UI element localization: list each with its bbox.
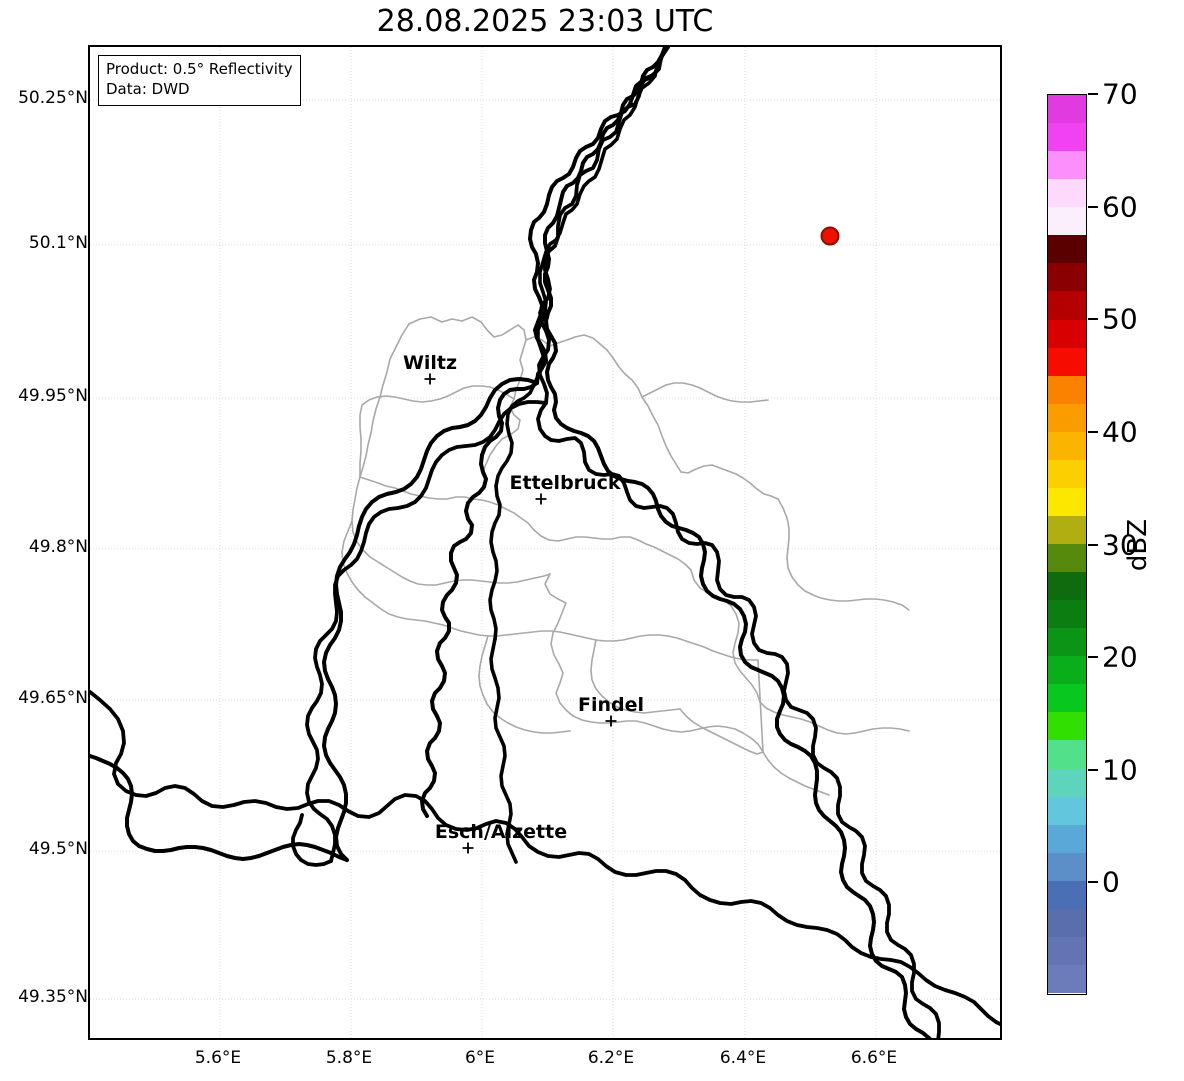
colorbar-band: [1048, 515, 1086, 544]
city-marker-esch-alzette: [462, 842, 474, 854]
map-borders: [90, 690, 1000, 1027]
colorbar-tick-label: 60: [1102, 190, 1138, 224]
radar-echo-cell: [820, 226, 840, 246]
city-label-findel: Findel: [577, 694, 645, 716]
map-canvas[interactable]: Product: 0.5° Reflectivity Data: DWD: [88, 45, 1002, 1040]
page-title: 28.08.2025 23:03 UTC: [376, 4, 714, 39]
colorbar-band: [1048, 347, 1086, 376]
colorbar[interactable]: [1047, 94, 1087, 995]
colorbar-tick: [1088, 93, 1098, 95]
colorbar-band: [1048, 628, 1086, 657]
colorbar-tick: [1088, 881, 1098, 884]
colorbar-band: [1048, 600, 1086, 629]
colorbar-band: [1048, 459, 1086, 488]
lat-label-49-5: 49.5°N: [28, 839, 88, 859]
lon-label-5-8: 5.8°E: [325, 1048, 373, 1068]
colorbar-tick-label: 20: [1102, 640, 1138, 674]
city-marker-ettelbruck: [535, 493, 547, 505]
colorbar-tick: [1088, 656, 1098, 659]
colorbar-tick: [1088, 318, 1098, 321]
lat-label-49-65: 49.65°N: [18, 688, 88, 708]
colorbar-tick: [1088, 543, 1098, 546]
colorbar-band: [1048, 880, 1086, 909]
city-marker-wiltz: [424, 373, 436, 385]
colorbar-band: [1048, 487, 1086, 516]
colorbar-tick-label: 70: [1102, 77, 1138, 111]
colorbar-band: [1048, 403, 1086, 432]
city-label-ettelbruck: Ettelbruck: [509, 472, 621, 494]
colorbar-tick: [1088, 205, 1098, 208]
country-borders: [488, 47, 667, 864]
lon-label-6-6: 6.6°E: [850, 1048, 898, 1068]
colorbar-band: [1048, 684, 1086, 713]
colorbar-tick: [1088, 430, 1098, 433]
traced-borders: [291, 47, 941, 1038]
colorbar-tick-label: 10: [1102, 753, 1138, 787]
colorbar-band: [1048, 964, 1086, 993]
lat-label-50-1: 50.1°N: [28, 233, 88, 253]
colorbar-band: [1048, 656, 1086, 685]
colorbar-band: [1048, 291, 1086, 320]
lon-label-5-6: 5.6°E: [194, 1048, 242, 1068]
colorbar-axis-label: dBZ: [1123, 518, 1153, 572]
luxembourg-outline: [155, 184, 815, 883]
lat-label-50-25: 50.25°N: [18, 88, 88, 108]
borders-render: [420, 47, 670, 818]
colorbar-tick-label: 40: [1102, 415, 1138, 449]
lat-label-49-95: 49.95°N: [18, 386, 88, 406]
colorbar-band: [1048, 572, 1086, 601]
colorbar-band: [1048, 740, 1086, 769]
colorbar-band: [1048, 824, 1086, 853]
colorbar-band: [1048, 263, 1086, 292]
lat-label-49-8: 49.8°N: [28, 537, 88, 557]
city-label-wiltz: Wiltz: [402, 352, 458, 374]
map-vector-layer: [90, 47, 1002, 1038]
colorbar-band: [1048, 908, 1086, 937]
colorbar-tick: [1088, 768, 1098, 771]
colorbar-band: [1048, 95, 1086, 124]
colorbar-band: [1048, 151, 1086, 180]
colorbar-band: [1048, 796, 1086, 825]
colorbar-band: [1048, 179, 1086, 208]
colorbar-tick-label: 50: [1102, 302, 1138, 336]
borders-final: [90, 692, 1002, 1037]
district-boundaries: [341, 316, 910, 796]
colorbar-band: [1048, 123, 1086, 152]
info-data-line: Data: DWD: [106, 79, 190, 98]
info-box: Product: 0.5° Reflectivity Data: DWD: [98, 55, 301, 106]
lon-label-6-0: 6°E: [464, 1048, 496, 1068]
colorbar-band: [1048, 207, 1086, 236]
colorbar-band: [1048, 712, 1086, 741]
colorbar-tick-label: 30: [1102, 528, 1138, 561]
colorbar-band: [1048, 852, 1086, 881]
colorbar-band: [1048, 235, 1086, 264]
colorbar-band: [1048, 544, 1086, 573]
lat-label-49-35: 49.35°N: [18, 987, 88, 1007]
colorbar-band: [1048, 375, 1086, 404]
colorbar-band: [1048, 768, 1086, 797]
colorbar-tick-label: 0: [1102, 865, 1120, 899]
national-borders: [90, 47, 932, 1038]
city-label-esch-alzette: Esch/Alzette: [434, 821, 568, 843]
info-product-line: Product: 0.5° Reflectivity: [106, 60, 293, 78]
colorbar-band: [1048, 319, 1086, 348]
colorbar-band: [1048, 431, 1086, 460]
lon-label-6-4: 6.4°E: [719, 1048, 767, 1068]
colorbar-band: [1048, 936, 1086, 965]
city-marker-findel: [605, 715, 617, 727]
lon-label-6-2: 6.2°E: [587, 1048, 635, 1068]
